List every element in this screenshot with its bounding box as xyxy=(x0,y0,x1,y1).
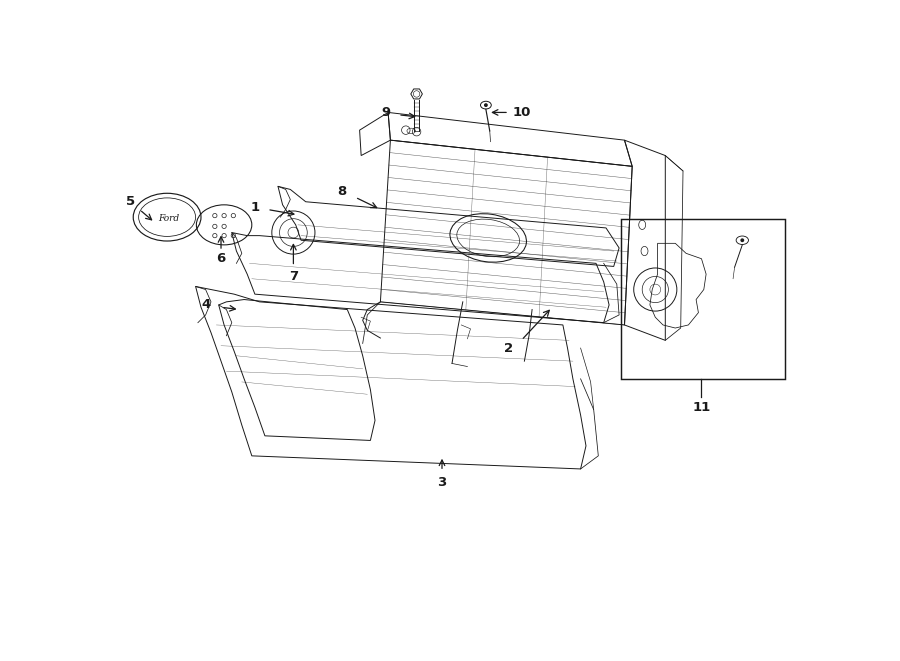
Text: 6: 6 xyxy=(216,253,226,265)
Text: 7: 7 xyxy=(289,270,298,283)
Text: 10: 10 xyxy=(512,106,530,119)
Bar xyxy=(621,219,785,379)
Text: 9: 9 xyxy=(382,106,391,119)
Text: 4: 4 xyxy=(201,298,211,311)
Text: 3: 3 xyxy=(437,475,446,488)
Text: Ford: Ford xyxy=(158,214,179,223)
Text: 1: 1 xyxy=(250,201,259,214)
Text: 2: 2 xyxy=(504,342,514,354)
Circle shape xyxy=(741,239,744,242)
Text: 5: 5 xyxy=(126,195,135,208)
Circle shape xyxy=(484,103,488,107)
Text: 11: 11 xyxy=(692,401,711,414)
Text: 8: 8 xyxy=(338,185,346,198)
